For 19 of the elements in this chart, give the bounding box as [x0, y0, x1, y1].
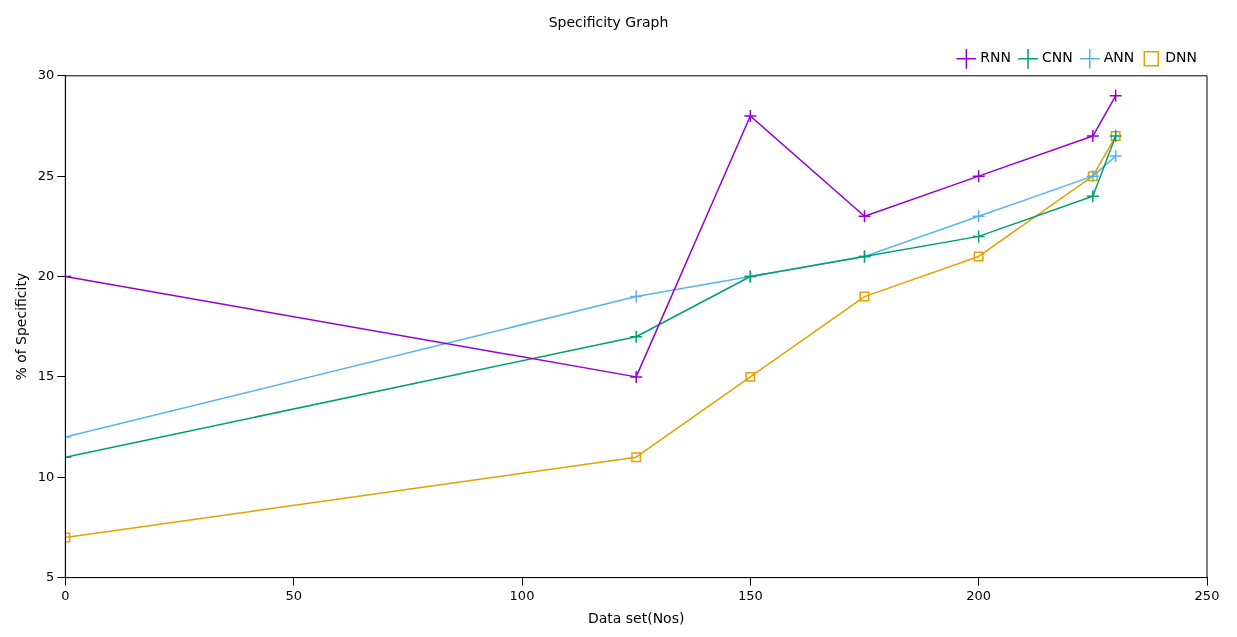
y-tick-label: 30 — [37, 67, 55, 83]
y-axis-title: % of Specificity — [13, 272, 30, 381]
x-tick-label: 250 — [1194, 587, 1220, 603]
y-tick-label: 20 — [37, 267, 55, 283]
y-tick-label: 5 — [46, 568, 55, 584]
legend-label: DNN — [1165, 49, 1198, 66]
legend-label: RNN — [980, 49, 1012, 66]
x-tick-label: 50 — [285, 587, 302, 603]
y-tick-label: 15 — [37, 368, 55, 384]
chart-title: Specificity Graph — [548, 14, 669, 31]
x-axis-title: Data set(Nos) — [587, 610, 685, 627]
y-tick-label: 25 — [37, 167, 55, 183]
x-tick-label: 150 — [737, 587, 763, 603]
legend-label: ANN — [1103, 49, 1135, 66]
x-tick-label: 0 — [61, 587, 70, 603]
y-tick-label: 10 — [37, 468, 55, 484]
x-tick-label: 100 — [509, 587, 535, 603]
legend-label: CNN — [1042, 49, 1073, 66]
x-tick-label: 200 — [966, 587, 992, 603]
